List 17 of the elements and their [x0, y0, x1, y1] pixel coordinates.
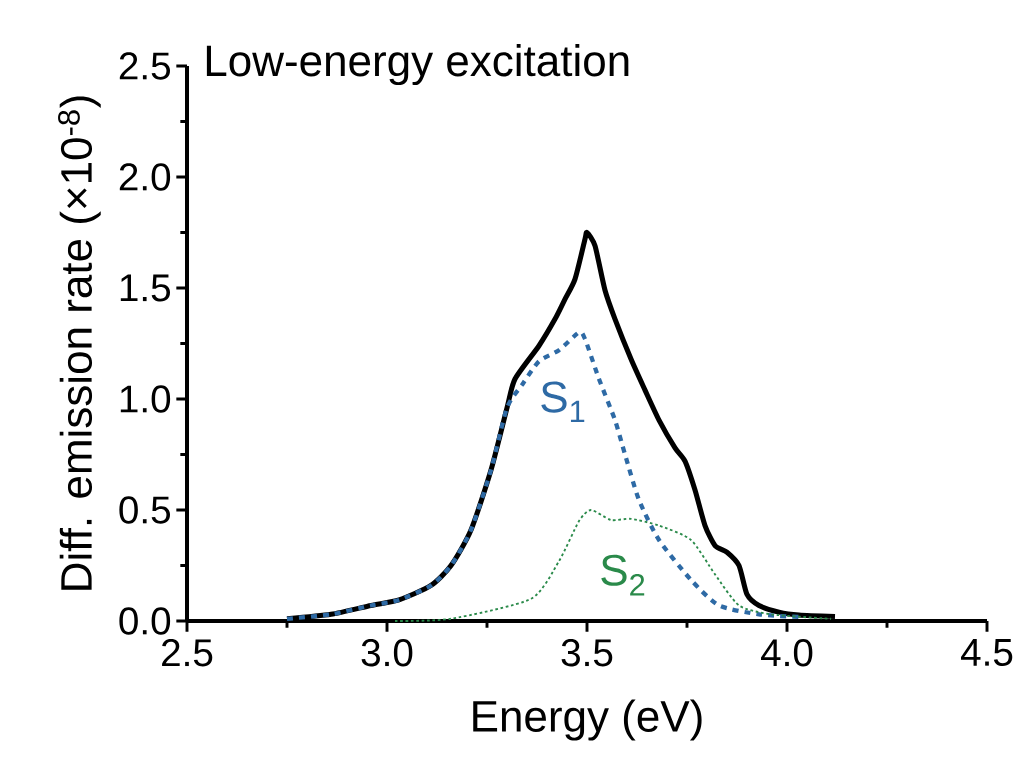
series-label: S$_{1}$ [541, 381, 585, 422]
line-series [394, 509, 832, 622]
x-tick-label: 3.0 [361, 639, 413, 667]
x-axis-title: Energy (eV) [473, 699, 702, 741]
x-tick-label: 4.5 [961, 639, 1013, 667]
y-axis-title: Diff. emission rate (×10$^{-8}$) [58, 96, 101, 590]
y-tick-label: 0.0 [119, 607, 171, 635]
x-tick-label: 4.0 [761, 639, 813, 667]
y-tick-label: 1.0 [120, 385, 171, 413]
y-tick-label: 0.5 [119, 496, 171, 524]
x-tick-label: 3.5 [561, 639, 613, 667]
y-tick-label: 2.5 [119, 52, 171, 80]
y-tick-label: 2.0 [119, 163, 171, 191]
y-tick-label: 1.5 [120, 274, 171, 302]
chart-title: Low-energy excitation [206, 44, 629, 86]
series-label: S$_{2}$ [601, 554, 645, 596]
x-tick-label: 2.5 [162, 639, 213, 667]
